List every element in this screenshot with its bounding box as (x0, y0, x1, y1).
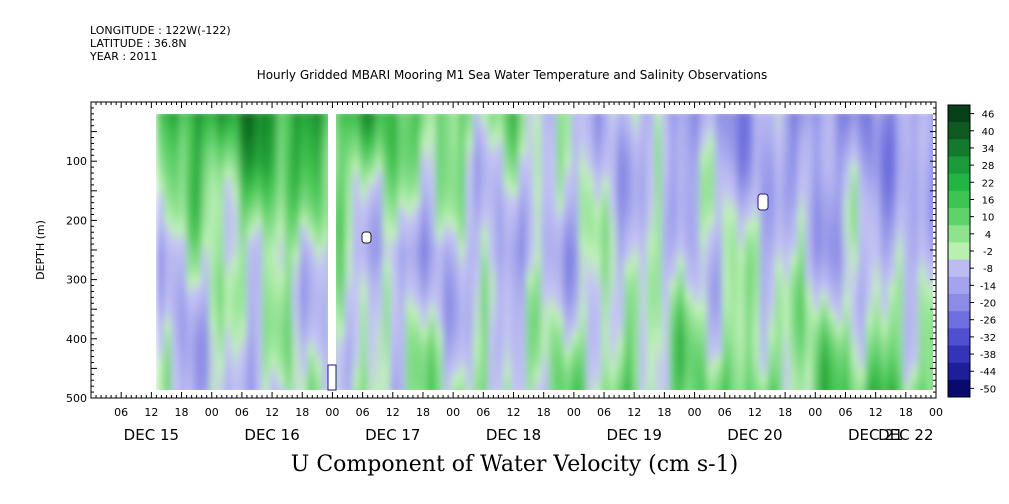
x-hour-tick-label: 06 (597, 406, 611, 419)
data-gap-bottom-patch (327, 364, 337, 391)
x-hour-tick-label: 12 (748, 406, 762, 419)
x-date-label: DEC 22 (878, 426, 933, 444)
colorbar-label: 4 (985, 230, 991, 241)
colorbar-swatch (948, 276, 970, 295)
x-hour-tick-label: 18 (175, 406, 189, 419)
colorbar-swatch (948, 379, 970, 398)
x-date-label: DEC 19 (607, 426, 662, 444)
year-label: YEAR : 2011 (90, 50, 158, 63)
colorbar-swatch (948, 173, 970, 192)
x-hour-tick-label: 06 (718, 406, 732, 419)
y-tick-label: 500 (66, 392, 87, 405)
y-axis-label: DEPTH (m) (34, 220, 47, 280)
colorbar-label: 28 (982, 161, 995, 172)
y-tick-label: 300 (66, 274, 87, 287)
x-date-label: DEC 20 (727, 426, 782, 444)
colorbar-label: -14 (980, 281, 996, 292)
colorbar-label: 34 (982, 144, 995, 155)
x-hour-tick-label: 12 (627, 406, 641, 419)
missing-data-patch (361, 231, 372, 244)
x-hour-tick-label: 06 (114, 406, 128, 419)
x-hour-tick-label: 18 (295, 406, 309, 419)
x-hour-tick-label: 06 (235, 406, 249, 419)
longitude-label: LONGITUDE : 122W(-122) (90, 24, 231, 37)
x-hour-tick-label: 00 (446, 406, 460, 419)
x-hour-tick-label: 12 (869, 406, 883, 419)
data-gap-column (328, 114, 336, 390)
colorbar-swatch (948, 139, 970, 157)
colorbar-label: 22 (982, 178, 995, 189)
heatmap-field (156, 114, 933, 390)
x-hour-tick-label: 00 (205, 406, 219, 419)
colorbar-swatch (948, 208, 970, 226)
colorbar-swatch (948, 362, 970, 381)
colorbar-label: 16 (982, 195, 995, 206)
x-hour-tick-label: 00 (567, 406, 581, 419)
x-hour-tick-label: 12 (386, 406, 400, 419)
colorbar-swatch (948, 242, 970, 260)
x-hour-tick-label: 18 (657, 406, 671, 419)
colorbar-swatch (948, 293, 970, 312)
y-tick-label: 100 (66, 155, 87, 168)
x-hour-tick-label: 12 (507, 406, 521, 419)
x-hour-tick-label: 06 (476, 406, 490, 419)
colorbar-label: -32 (980, 333, 996, 344)
x-hour-tick-label: 00 (808, 406, 822, 419)
colorbar-swatch (948, 156, 970, 175)
variable-title: U Component of Water Velocity (cm s-1) (290, 452, 739, 477)
colorbar-swatch (948, 190, 970, 209)
colorbar: 46 40 34 28 22 16 10 4 -2 -8 -14 -20 -26 -32 -38 -44 -50 (947, 104, 996, 398)
y-tick-label: 200 (66, 214, 87, 227)
x-hour-tick-label: 00 (325, 406, 339, 419)
colorbar-label: -44 (980, 367, 996, 378)
colorbar-swatch (948, 105, 970, 123)
colorbar-label: 40 (982, 127, 995, 138)
x-hour-tick-label: 12 (144, 406, 158, 419)
x-hour-tick-label: 00 (688, 406, 702, 419)
x-date-label: DEC 18 (486, 426, 541, 444)
x-date-label: DEC 16 (244, 426, 299, 444)
x-date-label: DEC 21 (848, 426, 903, 444)
colorbar-label: 10 (982, 213, 995, 224)
colorbar-swatch (948, 311, 970, 329)
x-hour-tick-label: 06 (838, 406, 852, 419)
latitude-label: LATITUDE : 36.8N (90, 37, 187, 50)
x-date-label: DEC 17 (365, 426, 420, 444)
colorbar-label: -26 (980, 316, 996, 327)
y-tick-label: 400 (66, 333, 87, 346)
x-hour-tick-label: 18 (416, 406, 430, 419)
chart-title: Hourly Gridded MBARI Mooring M1 Sea Wate… (256, 68, 768, 82)
x-hour-tick-label: 00 (929, 406, 943, 419)
colorbar-swatch (948, 122, 970, 140)
colorbar-swatch (948, 259, 970, 278)
colorbar-label: -2 (983, 247, 993, 258)
x-date-label: DEC 15 (124, 426, 179, 444)
x-hour-tick-label: 06 (356, 406, 370, 419)
x-hour-tick-label: 12 (265, 406, 279, 419)
x-hour-tick-label: 18 (899, 406, 913, 419)
colorbar-swatch (948, 225, 970, 243)
colorbar-label: -8 (983, 264, 993, 275)
x-hour-tick-label: 18 (778, 406, 792, 419)
missing-data-patch (757, 193, 769, 211)
colorbar-label: -50 (980, 384, 996, 395)
colorbar-label: -38 (980, 350, 996, 361)
colorbar-label: -20 (980, 299, 996, 310)
colorbar-swatch (948, 328, 970, 346)
x-hour-tick-label: 18 (537, 406, 551, 419)
colorbar-swatch (948, 345, 970, 363)
colorbar-label: 46 (982, 110, 995, 121)
